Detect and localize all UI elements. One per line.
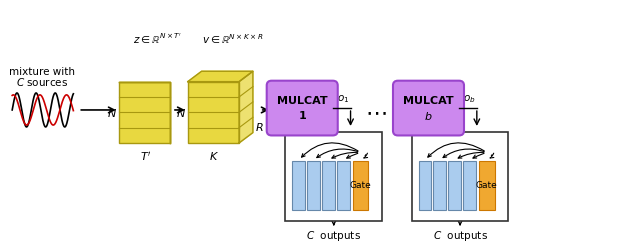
- Text: $C$  outputs: $C$ outputs: [307, 229, 362, 243]
- Text: $C$ sources: $C$ sources: [16, 76, 68, 88]
- FancyBboxPatch shape: [448, 161, 461, 210]
- Text: Gate: Gate: [349, 181, 371, 190]
- Text: $v \in \mathbb{R}^{N \times K \times R}$: $v \in \mathbb{R}^{N \times K \times R}$: [202, 32, 263, 46]
- FancyBboxPatch shape: [353, 161, 368, 210]
- FancyArrowPatch shape: [458, 152, 484, 158]
- FancyBboxPatch shape: [337, 161, 349, 210]
- FancyArrowPatch shape: [347, 153, 358, 158]
- Text: $R$: $R$: [255, 121, 264, 133]
- FancyBboxPatch shape: [479, 161, 495, 210]
- FancyArrowPatch shape: [490, 153, 494, 158]
- Text: Gate: Gate: [476, 181, 497, 190]
- FancyBboxPatch shape: [419, 161, 431, 210]
- Text: $N$: $N$: [107, 107, 116, 119]
- FancyBboxPatch shape: [307, 161, 320, 210]
- FancyBboxPatch shape: [285, 132, 382, 221]
- FancyBboxPatch shape: [292, 161, 305, 210]
- FancyArrowPatch shape: [473, 153, 484, 158]
- Text: MULCAT: MULCAT: [403, 97, 454, 107]
- FancyArrowPatch shape: [301, 143, 358, 157]
- FancyArrowPatch shape: [332, 152, 358, 158]
- Text: 1: 1: [298, 111, 306, 121]
- Text: MULCAT: MULCAT: [277, 97, 328, 107]
- FancyBboxPatch shape: [322, 161, 335, 210]
- Polygon shape: [239, 71, 253, 143]
- Text: $o_1$: $o_1$: [337, 93, 349, 105]
- Text: $N$: $N$: [176, 107, 186, 119]
- FancyBboxPatch shape: [393, 81, 464, 135]
- FancyBboxPatch shape: [188, 82, 239, 143]
- Text: $b$: $b$: [424, 110, 433, 122]
- FancyBboxPatch shape: [433, 161, 446, 210]
- FancyArrowPatch shape: [443, 149, 484, 158]
- Text: $o_b$: $o_b$: [463, 93, 476, 105]
- Text: $K$: $K$: [209, 150, 220, 162]
- FancyArrowPatch shape: [428, 143, 484, 157]
- FancyBboxPatch shape: [267, 81, 338, 135]
- Polygon shape: [188, 71, 253, 82]
- Text: $T^{\prime}$: $T^{\prime}$: [140, 150, 151, 163]
- FancyBboxPatch shape: [412, 132, 508, 221]
- Text: $C$  outputs: $C$ outputs: [433, 229, 488, 243]
- FancyBboxPatch shape: [119, 82, 170, 143]
- FancyArrowPatch shape: [317, 149, 358, 158]
- FancyArrowPatch shape: [364, 153, 367, 158]
- Text: $z \in \mathbb{R}^{N \times T^{\prime}}$: $z \in \mathbb{R}^{N \times T^{\prime}}$: [132, 32, 182, 46]
- Text: $\cdots$: $\cdots$: [365, 102, 387, 122]
- FancyBboxPatch shape: [463, 161, 476, 210]
- Text: mixture with: mixture with: [9, 67, 75, 77]
